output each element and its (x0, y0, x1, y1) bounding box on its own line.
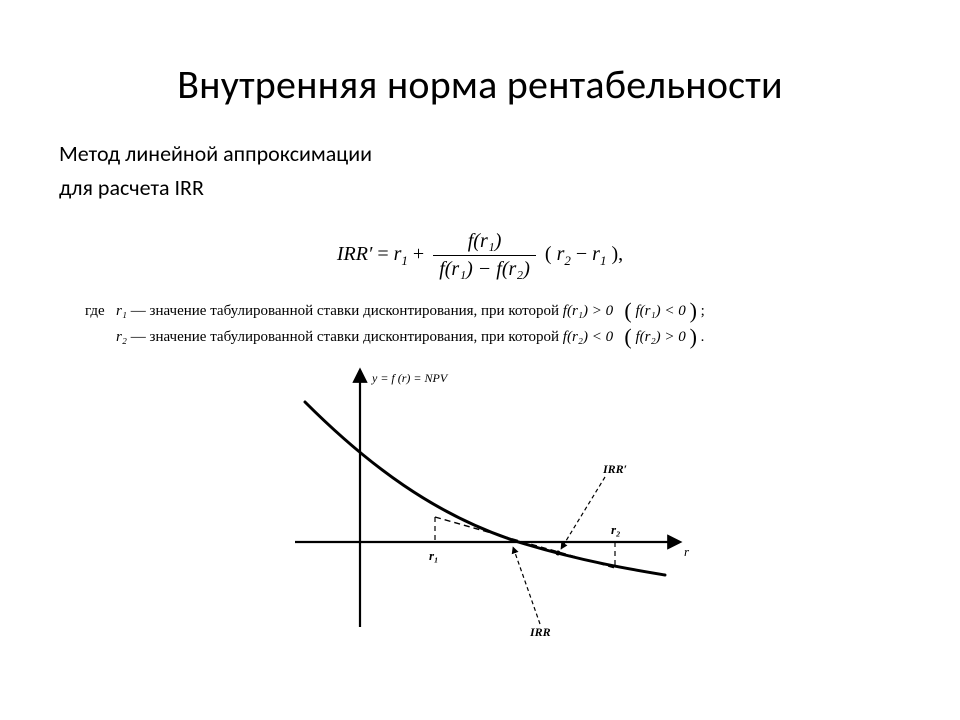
formula-tail-close: ), (611, 243, 623, 265)
formula-plus: + (413, 243, 429, 265)
chart-svg: y = f (r) = NPV r r₁ r₂ IRR′ IRR (265, 362, 695, 637)
subtitle-line-2: для расчета IRR (59, 173, 905, 203)
where-row-r1: где r₁ — значение табулированной ставки … (85, 299, 875, 325)
where-r2-cond2: f(r₂) > 0 (635, 329, 685, 345)
where-r2-dash: — (131, 329, 150, 345)
svg-text:IRR′: IRR′ (602, 462, 627, 476)
paren-close-2: ) (690, 324, 697, 349)
formula-tail-open: ( (545, 243, 552, 265)
svg-text:r: r (684, 544, 690, 559)
slide-title: Внутренняя норма рентабельности (55, 60, 905, 109)
paren-open-2: ( (624, 324, 631, 349)
where-r2-sym: r₂ (116, 329, 127, 345)
where-semicolon: ; (701, 303, 705, 319)
formula-r2: r2 (557, 243, 571, 265)
where-block: где r₁ — значение табулированной ставки … (85, 299, 875, 350)
formula-fraction: f(r₁) f(r₁) − f(r₂) (433, 230, 536, 281)
svg-text:r₁: r₁ (429, 548, 439, 563)
where-label: где (85, 303, 105, 319)
where-r1-dash: — (131, 303, 150, 319)
subtitle-line-1: Метод линейной аппроксимации (59, 139, 905, 169)
where-r1-cond1: f(r₁) > 0 (563, 303, 613, 319)
where-period: . (701, 329, 705, 345)
where-r1-text: значение табулированной ставки дисконтир… (150, 303, 563, 319)
chart: y = f (r) = NPV r r₁ r₂ IRR′ IRR (265, 362, 695, 637)
formula-lhs: IRR′ (337, 243, 372, 265)
formula-denominator: f(r₁) − f(r₂) (433, 256, 536, 281)
paren-close-1: ) (690, 298, 697, 323)
slide: Внутренняя норма рентабельности Метод ли… (0, 0, 960, 720)
where-r2-text: значение табулированной ставки дисконтир… (150, 329, 563, 345)
where-r1-sym: r₁ (116, 303, 127, 319)
formula-eq: = (377, 243, 393, 265)
formula-numerator: f(r₁) (433, 230, 536, 256)
formula: IRR′ = r1 + f(r₁) f(r₁) − f(r₂) ( r2 − r… (55, 230, 905, 281)
where-r2-cond1: f(r₂) < 0 (563, 329, 613, 345)
formula-r1b: r1 (592, 243, 606, 265)
formula-r1: r1 (394, 243, 408, 265)
svg-text:y = f (r) = NPV: y = f (r) = NPV (371, 371, 449, 385)
where-row-r2: где r₂ — значение табулированной ставки … (85, 325, 875, 351)
svg-text:IRR: IRR (529, 625, 551, 637)
formula-tail-minus: − (576, 243, 592, 265)
where-r1-cond2: f(r₁) < 0 (635, 303, 685, 319)
svg-text:r₂: r₂ (611, 522, 621, 537)
paren-open-1: ( (624, 298, 631, 323)
